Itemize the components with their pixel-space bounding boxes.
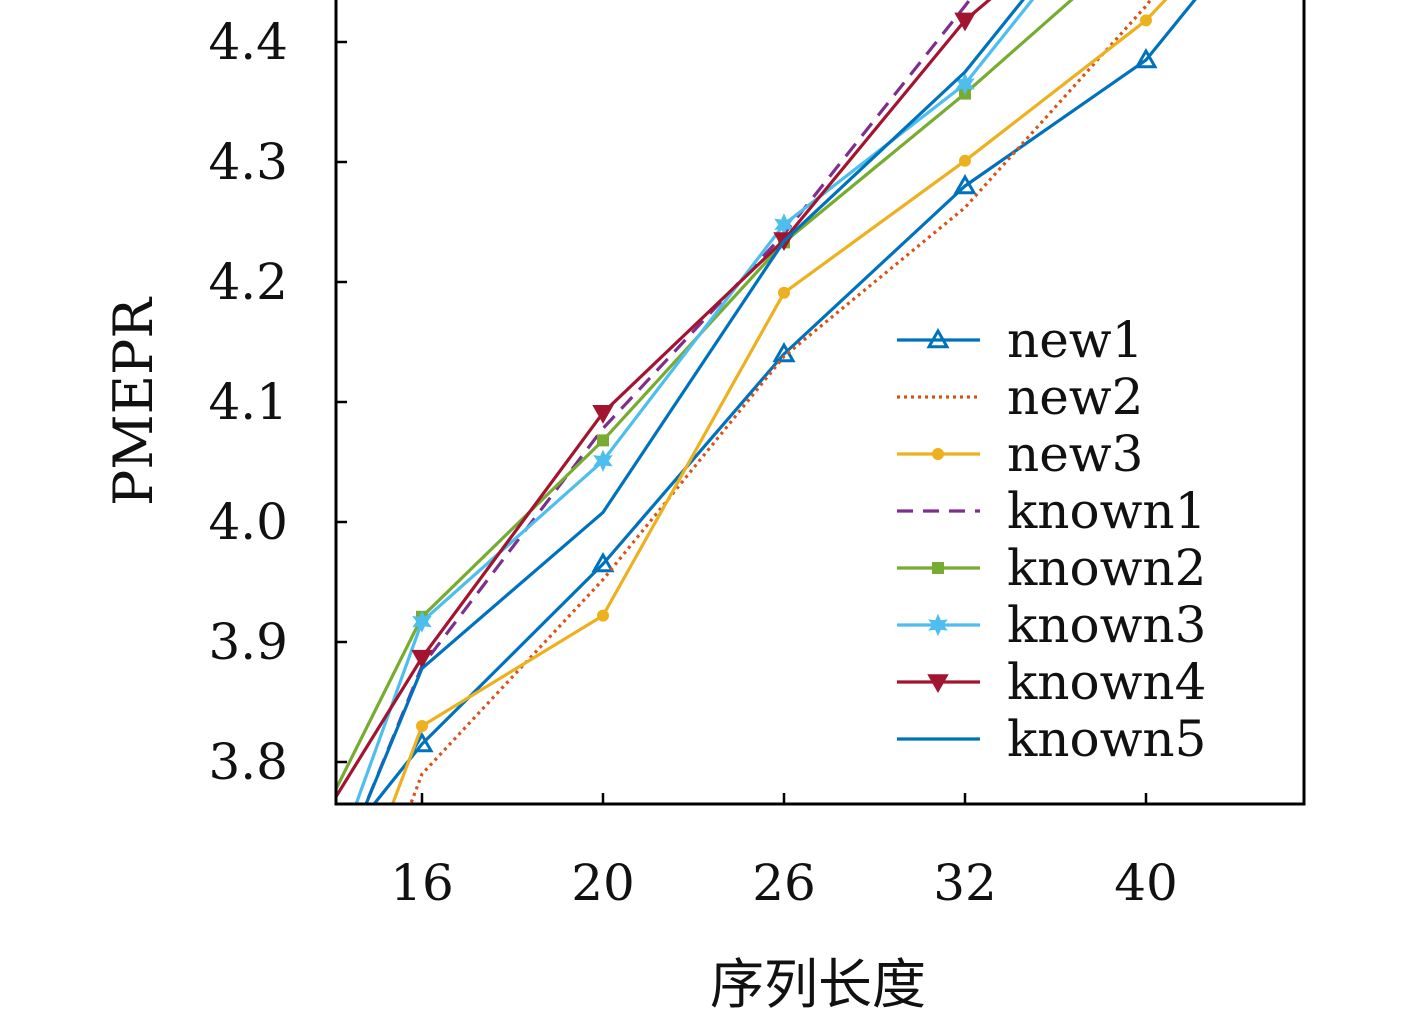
series-line-new1 [372,0,1197,804]
legend-entry-new3: new3 [897,425,1143,483]
series-new3 [390,0,1168,804]
x-tick-label: 20 [571,854,635,912]
data-point-known3 [593,449,613,473]
y-tick-label: 3.8 [208,733,288,791]
series-new1 [372,0,1197,804]
plot-frame [334,0,1306,806]
data-point-new3 [959,154,971,167]
legend-entry-new2: new2 [897,368,1143,426]
series-layer [336,0,1197,804]
series-new2 [408,0,1153,804]
series-known3 [354,0,1035,804]
x-tick-label: 26 [752,854,816,912]
series-known5 [364,0,1025,804]
data-point-known3 [412,610,432,633]
y-tick-label: 4.1 [208,373,288,431]
data-point-new1 [410,731,434,753]
y-tick-label: 4.4 [208,13,288,71]
legend-label: new3 [1007,425,1143,483]
data-point-known4 [592,405,614,424]
legend-marker [927,674,949,694]
y-tick-label: 4.2 [208,253,288,311]
legend-marker [932,448,944,460]
legend: new1new2new3known1known2known3known4know… [897,311,1206,768]
data-point-known2 [597,434,609,447]
data-point-new3 [1140,14,1152,27]
x-axis-label: 序列长度 [710,953,926,1016]
legend-label: new1 [1007,311,1143,369]
y-tick-label: 4.0 [208,493,288,551]
legend-entry-known5: known5 [897,710,1206,768]
x-tick-label: 40 [1114,854,1178,912]
legend-entry-known2: known2 [897,539,1206,597]
ticks-layer: 16 20 26 32 40 3.8 3.9 4.0 4.1 4.2 4.3 4.4 [208,13,1177,912]
series-line-known5 [364,0,1025,804]
legend-label: known5 [1007,710,1206,768]
series-line-known2 [336,0,1074,793]
legend-marker [928,613,948,637]
data-point-new1 [591,551,615,573]
series-line-known3 [354,0,1035,804]
data-point-new1 [953,173,977,195]
legend-label: known4 [1007,653,1206,711]
legend-label: known1 [1007,482,1206,540]
legend-label: new2 [1007,368,1143,426]
data-point-known4 [411,649,433,669]
legend-entry-known3: known3 [897,596,1206,654]
series-known4 [336,0,992,800]
y-tick-label: 3.9 [208,613,288,671]
x-tick-label: 32 [933,854,997,912]
data-point-new3 [778,286,790,299]
legend-marker [926,327,950,349]
y-axis-label: PMEPR [102,297,165,506]
x-tick-label: 16 [390,854,454,912]
legend-entry-known4: known4 [897,653,1206,711]
legend-marker [932,562,944,574]
data-point-new1 [1134,47,1158,69]
data-point-new3 [597,609,609,622]
legend-entry-known1: known1 [897,482,1206,540]
data-point-new3 [416,720,428,732]
legend-entry-new1: new1 [897,311,1143,369]
series-line-new2 [408,0,1153,804]
series-known2 [336,0,1074,793]
legend-label: known2 [1007,539,1206,597]
data-point-known4 [954,12,976,32]
y-tick-label: 4.3 [208,133,288,191]
legend-label: known3 [1007,596,1206,654]
